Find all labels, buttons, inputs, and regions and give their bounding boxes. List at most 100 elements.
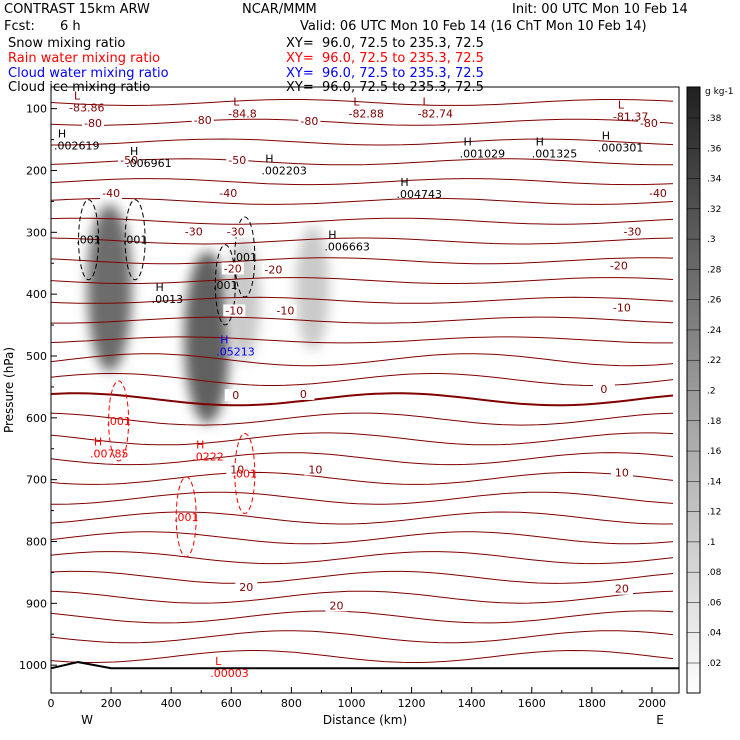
xy-cloud-water: XY= 96.0, 72.5 to 235.3, 72.5 <box>286 66 484 81</box>
extremum-kind-4: L <box>618 99 625 112</box>
isotherm-label-bg-6 <box>100 186 123 199</box>
mixing-ratio-label-2: .001 <box>233 251 258 264</box>
colorbar-label-15: .08 <box>707 568 722 578</box>
isotherm-label-3: -80 <box>194 114 212 127</box>
extremum-kind-1: L <box>233 96 240 109</box>
isotherm-label-bg-10 <box>224 225 247 238</box>
colorbar-label-17: .04 <box>707 629 722 639</box>
y-tick-label-2: 300 <box>26 226 47 239</box>
isotherm-label-14: -20 <box>610 259 628 272</box>
mixing-ratio-label-4: .001 <box>106 415 131 428</box>
extremum-value-14: .05213 <box>216 346 255 359</box>
isotherm-5 <box>51 197 674 205</box>
colorbar-unit: g kg-1 <box>705 87 733 97</box>
isotherm-label-bg-2 <box>82 117 105 130</box>
extremum-kind-13: H <box>156 281 164 294</box>
colorbar: g kg-1 .38 .36 .34 .32 .3 .28 .26 .24 .22 .2 .18 .1… <box>686 86 733 694</box>
isotherm-label-bg-1 <box>226 154 249 167</box>
colorbar-label-11: .16 <box>707 447 722 457</box>
extremum-value-15: .00785 <box>90 448 128 461</box>
isotherm-label-bg-19 <box>292 387 315 400</box>
isotherm-label-9: -30 <box>185 225 203 238</box>
isotherm-label-bg-7 <box>217 186 240 199</box>
colorbar-label-14: .1 <box>707 538 716 548</box>
isotherm-label-bg-9 <box>182 225 205 238</box>
extremum-kind-2: L <box>353 96 360 109</box>
isotherm-25 <box>51 590 674 604</box>
x-tick-label-6: 1200 <box>398 697 426 710</box>
colorbar-label-4: .3 <box>707 235 716 245</box>
colorbar-label-10: .18 <box>707 417 722 427</box>
colorbar-label-8: .22 <box>707 356 721 366</box>
x-tick-label-7: 1400 <box>458 697 486 710</box>
xy-rain: XY= 96.0, 72.5 to 235.3, 72.5 <box>286 51 484 66</box>
init-time: Init: 00 UTC Mon 10 Feb 14 <box>512 2 688 17</box>
x-axis-label: Distance (km) <box>323 713 407 727</box>
isotherm-label-bg-14 <box>607 259 630 272</box>
isotherm-26 <box>51 610 674 624</box>
extremum-kind-14: H <box>220 334 228 347</box>
mixing-ratio-label-3: .001 <box>213 279 238 292</box>
model-title: CONTRAST 15km ARW <box>4 2 150 17</box>
extremum-kind-11: H <box>400 176 408 189</box>
snow-maximum-3 <box>295 225 330 350</box>
extremum-kind-9: H <box>536 136 544 149</box>
colorbar-label-1: .36 <box>707 144 722 154</box>
isotherm-label-bg-25 <box>325 599 348 612</box>
extremum-value-5: .002619 <box>54 140 100 153</box>
y-tick-label-3: 400 <box>26 288 47 301</box>
isotherm-label-bg-20 <box>592 383 615 395</box>
extremum-kind-16: H <box>196 439 204 452</box>
isotherm-28 <box>51 649 674 663</box>
isotherm-24 <box>51 570 674 584</box>
colorbar-label-9: .2 <box>707 387 716 397</box>
isotherm-label-5: -80 <box>640 117 658 130</box>
isotherm-10 <box>51 296 674 304</box>
extremum-value-11: .004743 <box>397 188 443 201</box>
isotherm-14 <box>51 373 674 387</box>
x-tick-label-3: 600 <box>221 697 242 710</box>
extremum-value-0: -83.86 <box>69 101 104 114</box>
x-tick-label-1: 200 <box>101 697 122 710</box>
y-axis: 100 200 300 400 500 600 700 800 900 1000 <box>19 103 57 672</box>
forecast-label: Fcst: <box>4 19 35 34</box>
extremum-value-1: -84.8 <box>228 108 256 121</box>
isotherm-label-20: 0 <box>600 383 607 396</box>
isotherm-6 <box>51 217 674 225</box>
isotherm-label-bg-0 <box>118 154 141 167</box>
isotherm-1 <box>51 118 674 126</box>
mixing-ratio-label-1: .001 <box>123 234 148 247</box>
x-tick-label-10: 2000 <box>638 697 666 710</box>
y-axis-label: Pressure (hPa) <box>2 347 16 433</box>
extremum-kind-8: H <box>464 136 472 149</box>
y-tick-label-0: 100 <box>26 103 47 116</box>
isotherm-label-23: 10 <box>615 466 629 479</box>
isotherm-23 <box>51 551 674 565</box>
y-tick-label-7: 800 <box>26 536 47 549</box>
temperature-contours <box>51 99 679 670</box>
isotherm-label-bg-21 <box>226 463 249 476</box>
mixing-ratio-contour-2 <box>234 216 256 298</box>
isotherm-label-19: 0 <box>300 388 307 401</box>
extremum-kind-0: L <box>74 89 81 102</box>
colorbar-label-3: .32 <box>707 205 721 215</box>
isotherm-label-7: -40 <box>219 187 237 200</box>
y-tick-label-1: 200 <box>26 164 47 177</box>
extremum-value-13: .0013 <box>152 293 184 306</box>
isotherm-label-0: -50 <box>120 154 138 167</box>
extremum-value-17: .00003 <box>210 667 249 680</box>
extremum-kind-17: L <box>215 655 222 668</box>
y-tick-label-4: 500 <box>26 350 47 363</box>
isotherm-label-bg-22 <box>304 463 327 476</box>
isotherm-label-bg-24 <box>235 580 258 593</box>
isotherm-3 <box>51 158 673 166</box>
hydrometeor-contours <box>78 199 256 558</box>
extremum-value-16: .0222 <box>192 451 224 464</box>
snow-maximum-0 <box>87 204 132 372</box>
isotherm-27 <box>51 630 674 644</box>
isotherm-label-21: 10 <box>230 463 244 476</box>
colorbar-label-0: .38 <box>707 114 722 124</box>
extremum-kind-12: H <box>328 229 336 242</box>
isotherm-label-2: -80 <box>84 117 102 130</box>
